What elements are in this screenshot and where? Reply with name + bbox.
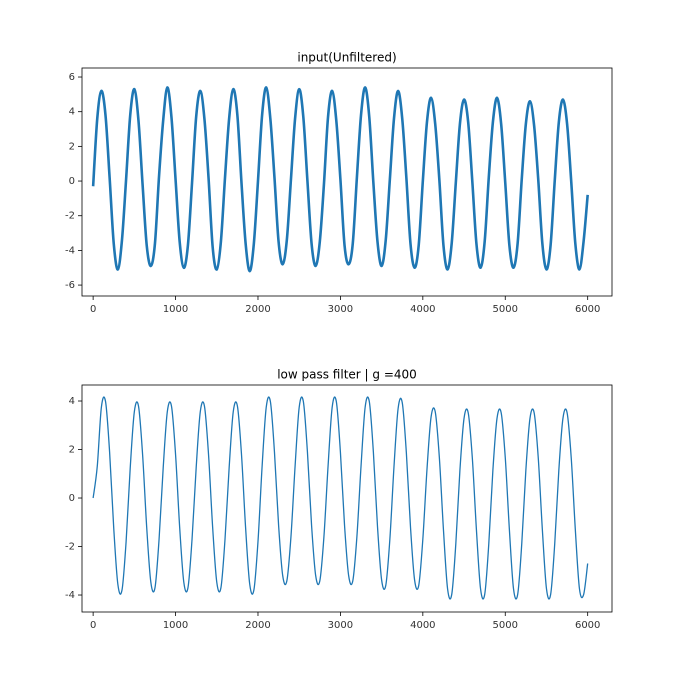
y-tick-label: 4 [69, 396, 75, 407]
x-tick-label: 5000 [493, 620, 518, 631]
x-tick-label: 1000 [163, 620, 188, 631]
axes-frame [81, 384, 613, 613]
x-tick-label: 5000 [493, 304, 518, 315]
x-tick-label: 6000 [575, 304, 600, 315]
chart-title: low pass filter | g =400 [277, 368, 417, 382]
y-tick-label: -4 [65, 245, 75, 256]
y-tick-label: -2 [65, 542, 75, 553]
y-tick-label: 0 [69, 493, 75, 504]
x-tick-label: 4000 [410, 304, 435, 315]
x-tick-label: 2000 [245, 620, 270, 631]
x-tick-label: 1000 [163, 304, 188, 315]
chart-title: input(Unfiltered) [297, 51, 396, 65]
axes-frame [81, 67, 613, 297]
y-tick-label: 2 [69, 141, 75, 152]
y-tick-label: -6 [65, 280, 75, 291]
y-tick-label: 4 [69, 107, 75, 118]
y-tick-label: 2 [69, 445, 75, 456]
x-tick-label: 3000 [328, 304, 353, 315]
y-tick-label: -4 [65, 590, 75, 601]
y-tick-label: 6 [69, 72, 75, 83]
data-line [91, 86, 589, 273]
x-tick-label: 3000 [328, 620, 353, 631]
x-tick-label: 0 [90, 620, 96, 631]
y-tick-label: 0 [69, 176, 75, 187]
x-tick-label: 6000 [575, 620, 600, 631]
x-tick-label: 0 [90, 304, 96, 315]
x-tick-label: 4000 [410, 620, 435, 631]
x-tick-label: 2000 [245, 304, 270, 315]
data-line [92, 396, 589, 600]
y-tick-label: -2 [65, 211, 75, 222]
